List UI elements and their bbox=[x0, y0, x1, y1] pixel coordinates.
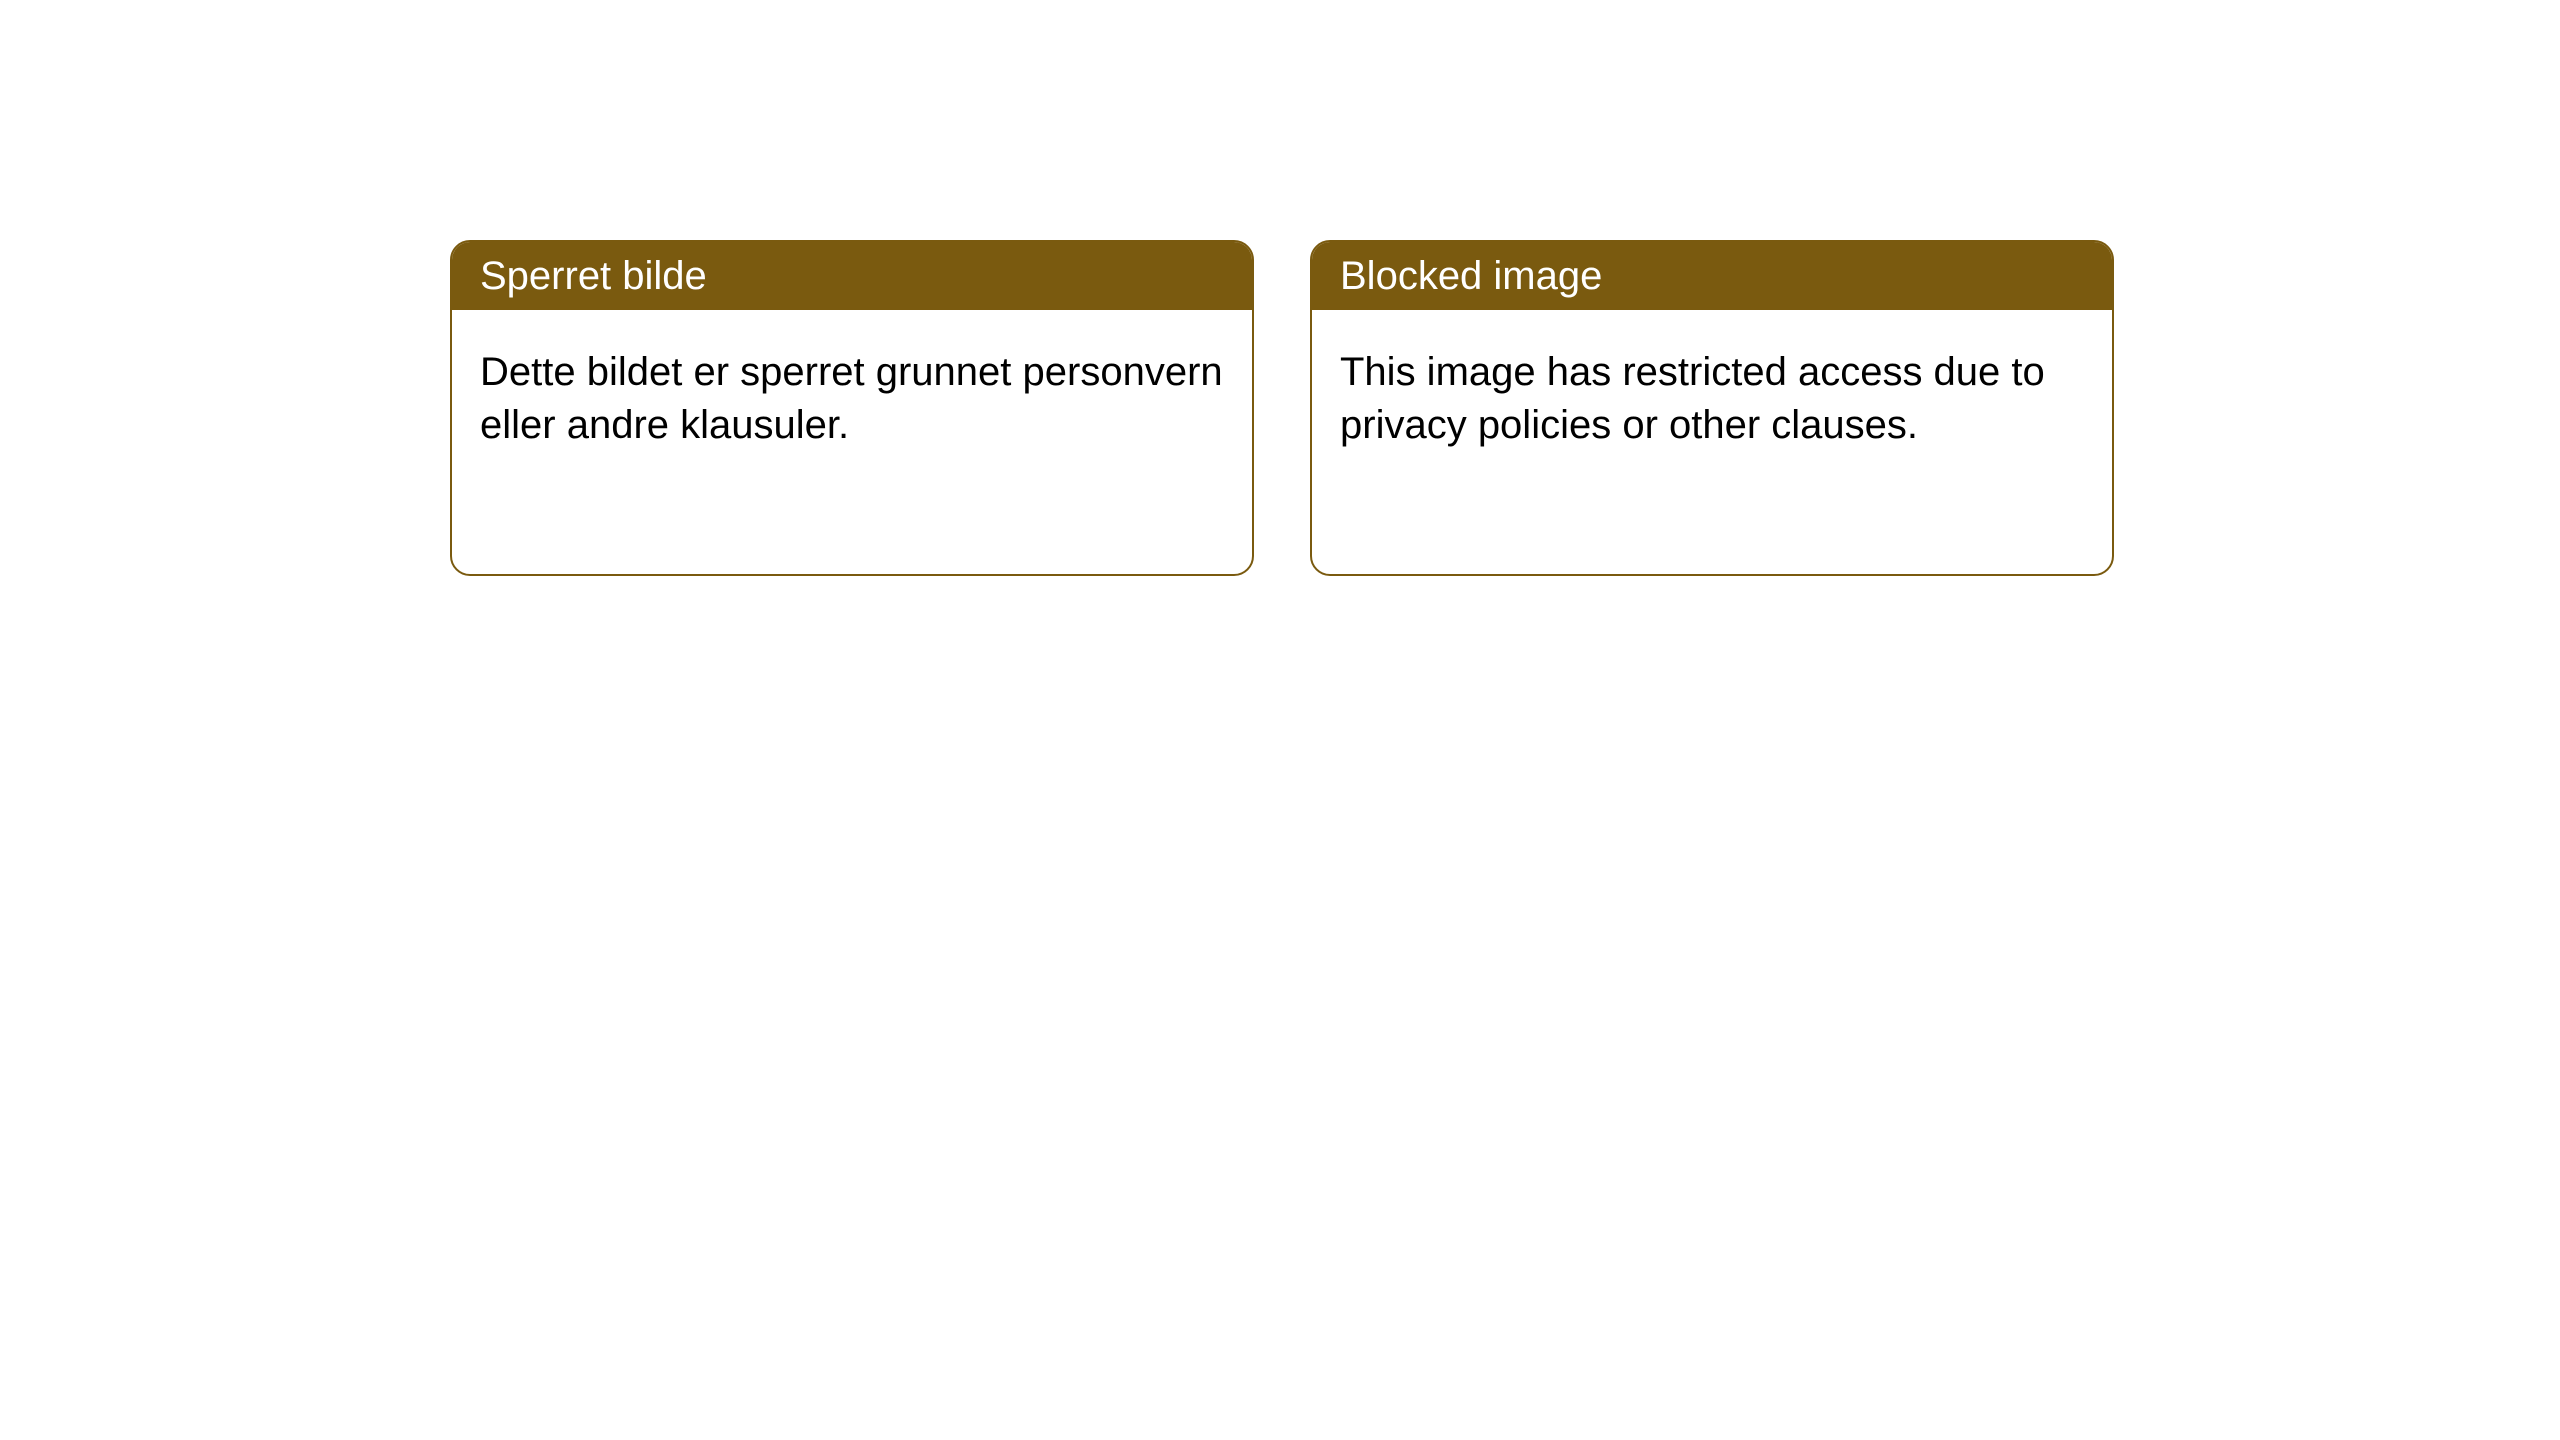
notice-card-english: Blocked image This image has restricted … bbox=[1310, 240, 2114, 576]
notice-title: Sperret bilde bbox=[480, 254, 707, 298]
notice-body: Dette bildet er sperret grunnet personve… bbox=[452, 310, 1252, 488]
notice-title: Blocked image bbox=[1340, 254, 1602, 298]
notice-header: Sperret bilde bbox=[452, 242, 1252, 310]
notice-body-text: This image has restricted access due to … bbox=[1340, 350, 2045, 447]
notice-header: Blocked image bbox=[1312, 242, 2112, 310]
notice-body: This image has restricted access due to … bbox=[1312, 310, 2112, 488]
notice-card-norwegian: Sperret bilde Dette bildet er sperret gr… bbox=[450, 240, 1254, 576]
notices-container: Sperret bilde Dette bildet er sperret gr… bbox=[0, 0, 2560, 576]
notice-body-text: Dette bildet er sperret grunnet personve… bbox=[480, 350, 1223, 447]
